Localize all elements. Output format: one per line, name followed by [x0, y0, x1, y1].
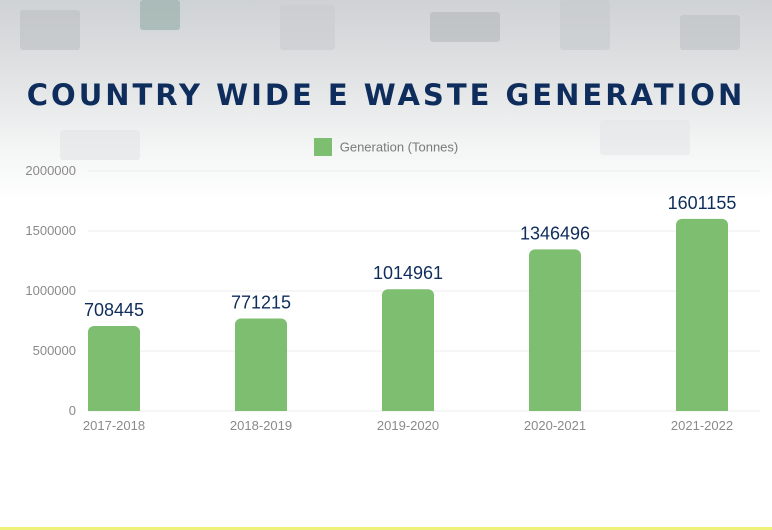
bar [88, 325, 140, 411]
data-label: 708445 [84, 300, 144, 320]
x-tick-label: 2018-2019 [230, 418, 292, 433]
x-tick-label: 2020-2021 [524, 418, 586, 433]
bar [676, 218, 728, 411]
bar [382, 289, 434, 411]
y-tick-label: 1000000 [25, 283, 76, 298]
chart-title: COUNTRY WIDE E WASTE GENERATION [26, 78, 746, 112]
bar-base [382, 403, 434, 411]
bar-base [529, 403, 581, 411]
bar [529, 249, 581, 411]
data-label: 771215 [231, 292, 291, 312]
y-tick-label: 1500000 [25, 223, 76, 238]
x-tick-label: 2017-2018 [83, 418, 145, 433]
header-background-image [0, 0, 772, 200]
x-tick-label: 2019-2020 [377, 418, 439, 433]
y-tick-label: 500000 [33, 343, 76, 358]
y-tick-label: 0 [69, 403, 76, 418]
data-label: 1346496 [520, 223, 590, 243]
y-tick-label: 2000000 [25, 163, 76, 178]
legend-swatch [313, 138, 332, 156]
x-tick-label: 2021-2022 [671, 418, 733, 433]
bar-base [88, 403, 140, 411]
data-label: 1601155 [668, 193, 737, 213]
legend-label: Generation (Tonnes) [339, 139, 459, 155]
chart-legend: Generation (Tonnes) [0, 138, 772, 156]
data-label: 1014961 [373, 263, 443, 283]
bar-base [676, 403, 728, 411]
bar-base [235, 403, 287, 411]
bottom-accent-line [0, 527, 772, 530]
bar [235, 318, 287, 411]
